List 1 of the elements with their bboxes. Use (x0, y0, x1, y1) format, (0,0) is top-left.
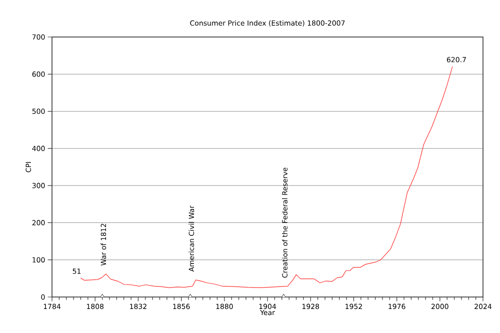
line-series (80, 66, 453, 288)
